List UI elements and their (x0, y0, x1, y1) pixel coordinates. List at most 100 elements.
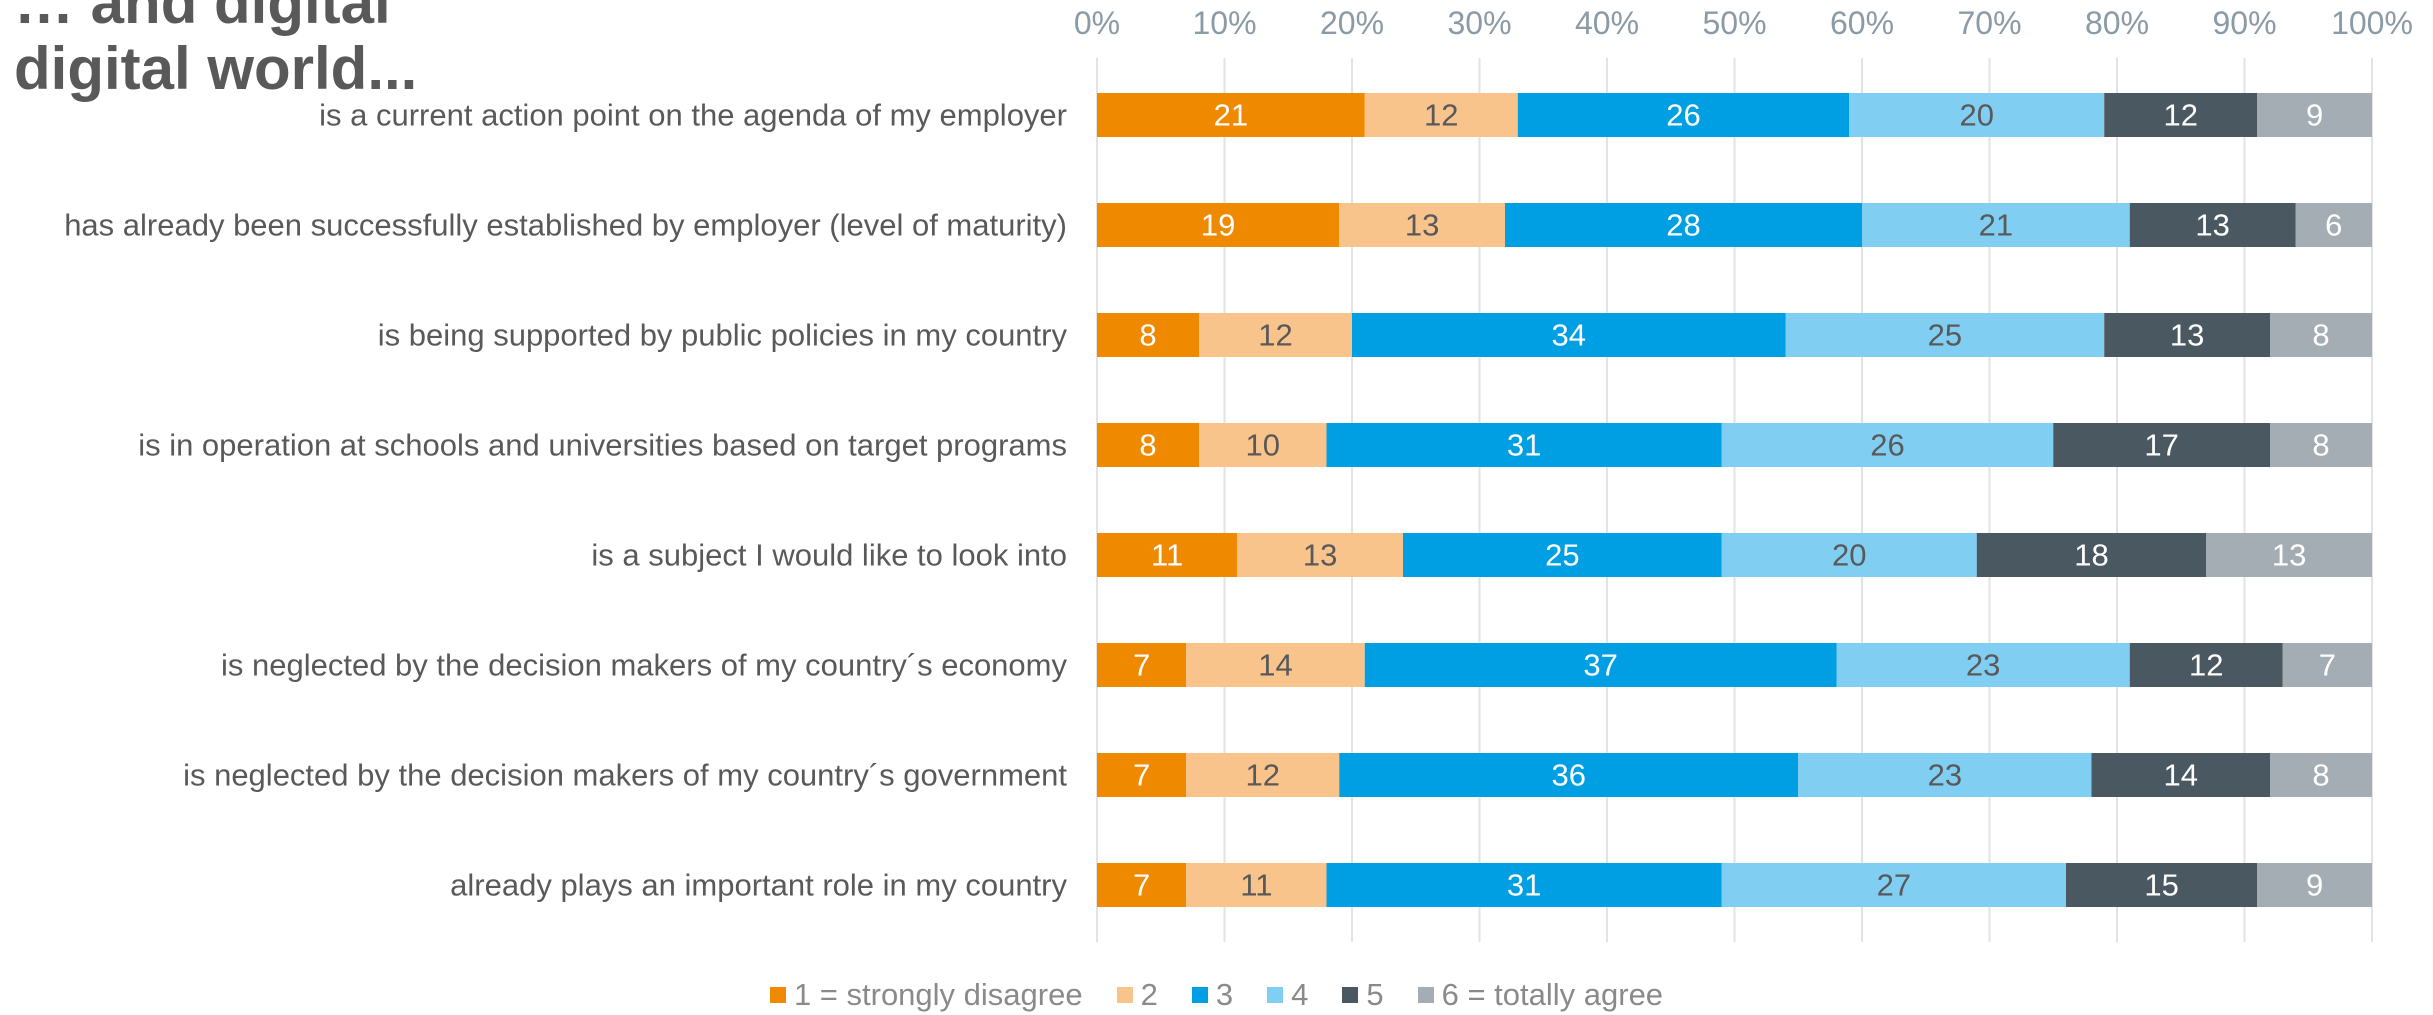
bar-segment (1237, 533, 1403, 577)
bar-segment (1976, 533, 2207, 577)
legend-swatch (1116, 987, 1133, 1003)
data-label: 26 (1666, 98, 1700, 133)
bar-segment (1836, 643, 2130, 687)
title-line-1: … and digital (14, 0, 391, 36)
category-label: is being supported by public policies in… (378, 318, 1068, 353)
data-label: 6 (2325, 208, 2342, 243)
stacked-bar-chart: 0% 10% 20% 30% 40% 50% 60% 70% 80% 90% 100% is a cu… (64, 5, 2413, 942)
data-label: 13 (2170, 318, 2204, 353)
category-label: is a current action point on the agenda … (319, 98, 1067, 133)
bar-segment (2270, 423, 2372, 467)
data-label: 31 (1507, 868, 1541, 903)
data-label: 28 (1666, 208, 1700, 243)
bar-segment (1862, 203, 2130, 247)
data-label: 11 (1240, 868, 1272, 903)
data-label: 37 (1583, 648, 1617, 683)
bar-segment (2257, 93, 2372, 137)
data-label: 17 (2144, 428, 2178, 463)
bar-segment (1186, 753, 1340, 797)
bar-segment (2282, 643, 2372, 687)
bar-segment (1186, 863, 1327, 907)
data-label: 9 (2306, 98, 2323, 133)
legend-item: 6 = totally agree (1417, 977, 1664, 1013)
bar-segment (2270, 753, 2372, 797)
bar-segment (1505, 203, 1862, 247)
data-label: 13 (1405, 208, 1439, 243)
legend-label: 1 = strongly disagree (793, 977, 1083, 1012)
bar-segment (2066, 863, 2258, 907)
data-label: 25 (1928, 318, 1962, 353)
bar-segment (1339, 753, 1799, 797)
data-label: 7 (1133, 868, 1150, 903)
x-tick-label: 80% (2085, 5, 2149, 41)
bar-segment (2091, 753, 2270, 797)
x-tick-label: 50% (1702, 5, 1766, 41)
legend-swatch (1342, 987, 1359, 1003)
bar-segment (1339, 203, 1505, 247)
legend-item: 4 (1267, 977, 1308, 1013)
legend-label: 5 (1366, 977, 1384, 1012)
legend-item: 3 (1191, 977, 1234, 1013)
bar-segment (2104, 313, 2270, 357)
category-label: is in operation at schools and universit… (138, 428, 1067, 463)
data-label: 15 (2144, 868, 2178, 903)
bar-segment (1097, 863, 1187, 907)
bar-segment (2129, 643, 2283, 687)
data-label: 14 (2164, 758, 2198, 793)
x-tick-label: 10% (1192, 5, 1256, 41)
data-label: 12 (1246, 758, 1280, 793)
bar-segment (1403, 533, 1722, 577)
bar-segment (1097, 753, 1187, 797)
x-tick-label: 60% (1830, 5, 1894, 41)
bar-segment (1785, 313, 2105, 357)
data-label: 27 (1877, 868, 1911, 903)
bar-segment (1097, 313, 1199, 357)
legend-label: 3 (1215, 977, 1234, 1012)
legend-swatch (769, 987, 786, 1003)
category-label: already plays an important role in my co… (450, 868, 1067, 903)
bar-segment (2270, 313, 2372, 357)
bar-segment (2295, 203, 2372, 247)
bar-segment (1199, 313, 1352, 357)
data-label: 21 (1214, 98, 1248, 133)
bar-segment (2257, 863, 2372, 907)
data-label: 12 (1424, 98, 1458, 133)
bar-segment (2053, 423, 2270, 467)
data-label: 20 (1960, 98, 1994, 133)
bar-segment (1364, 643, 1837, 687)
category-label: is neglected by the decision makers of m… (221, 648, 1067, 683)
data-label: 8 (1139, 428, 1156, 463)
legend-swatch (1267, 987, 1284, 1003)
data-label: 18 (2074, 538, 2108, 573)
legend-item: 5 (1342, 977, 1384, 1013)
legend-label: 4 (1291, 977, 1309, 1012)
data-label: 14 (1258, 648, 1292, 683)
data-label: 10 (1246, 428, 1280, 463)
data-label: 23 (1966, 648, 2000, 683)
legend: 1 = strongly disagree 2 3 4 5 6 = totally agr… (0, 975, 2433, 1015)
data-label: 8 (1139, 318, 1156, 353)
data-label: 12 (2189, 648, 2223, 683)
x-tick-label: 20% (1320, 5, 1384, 41)
data-label: 13 (2272, 538, 2306, 573)
bar-segment (1186, 643, 1365, 687)
data-label: 25 (1545, 538, 1579, 573)
bar-segment (1326, 423, 1722, 467)
bar-segment (1097, 203, 1340, 247)
data-label: 7 (1133, 758, 1150, 793)
category-label: is a subject I would like to look into (591, 538, 1067, 573)
data-label: 13 (2195, 208, 2229, 243)
data-label: 13 (1303, 538, 1337, 573)
bar-segment (1849, 93, 2105, 137)
data-label: 12 (1258, 318, 1292, 353)
bar-segment (1097, 93, 1365, 137)
data-label: 7 (1133, 648, 1150, 683)
data-label: 11 (1151, 538, 1183, 573)
legend-item: 1 = strongly disagree (769, 977, 1083, 1013)
bar-segment (1326, 863, 1722, 907)
data-label: 23 (1928, 758, 1962, 793)
data-label: 21 (1979, 208, 2013, 243)
legend-item: 2 (1116, 977, 1158, 1013)
legend-label: 6 = totally agree (1441, 977, 1664, 1012)
category-label: has already been successfully establishe… (64, 208, 1067, 243)
